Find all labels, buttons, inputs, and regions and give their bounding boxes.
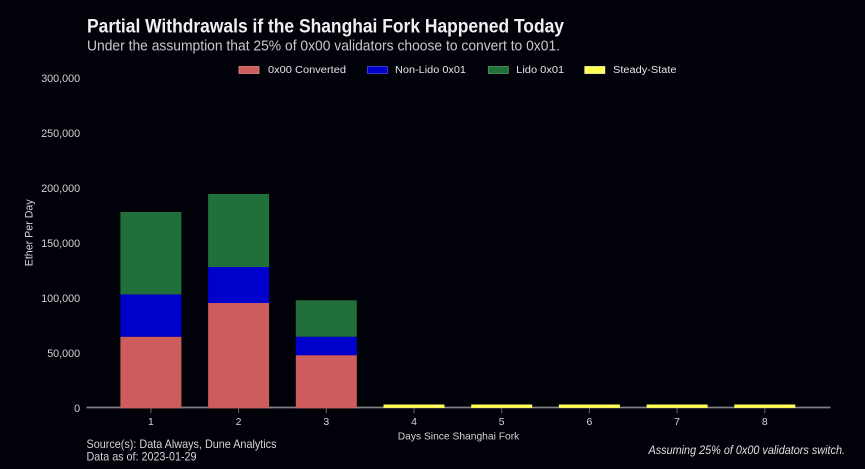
svg-text:2: 2 <box>236 416 242 428</box>
svg-text:Source(s): Data Always, Dune A: Source(s): Data Always, Dune Analytics <box>87 438 277 451</box>
svg-text:7: 7 <box>674 416 680 428</box>
svg-text:200,000: 200,000 <box>41 183 80 195</box>
svg-text:Assuming 25% of 0x00 validator: Assuming 25% of 0x00 validators switch. <box>648 445 845 457</box>
svg-text:3: 3 <box>323 416 329 428</box>
svg-text:6: 6 <box>586 416 592 428</box>
svg-text:0: 0 <box>74 403 80 415</box>
svg-text:5: 5 <box>499 416 505 428</box>
svg-text:Non-Lido 0x01: Non-Lido 0x01 <box>395 65 466 76</box>
svg-text:300,000: 300,000 <box>41 73 80 85</box>
svg-text:250,000: 250,000 <box>41 128 80 140</box>
svg-text:4: 4 <box>411 416 417 428</box>
svg-text:50,000: 50,000 <box>47 348 80 360</box>
svg-text:Days Since Shanghai Fork: Days Since Shanghai Fork <box>398 432 520 443</box>
svg-text:Steady-State: Steady-State <box>613 65 677 76</box>
svg-text:Partial Withdrawals if the Sha: Partial Withdrawals if the Shanghai Fork… <box>87 16 564 38</box>
svg-text:Data as of: 2023-01-29: Data as of: 2023-01-29 <box>87 451 197 464</box>
svg-text:Under the assumption that 25%: Under the assumption that 25% of 0x00 va… <box>87 39 560 55</box>
svg-text:Lido 0x01: Lido 0x01 <box>516 65 564 76</box>
svg-text:8: 8 <box>762 416 768 428</box>
svg-text:1: 1 <box>148 416 154 428</box>
svg-text:0x00 Converted: 0x00 Converted <box>268 65 346 76</box>
svg-text:150,000: 150,000 <box>41 238 80 250</box>
svg-text:Ether Per Day: Ether Per Day <box>24 199 36 267</box>
svg-text:100,000: 100,000 <box>41 293 80 305</box>
